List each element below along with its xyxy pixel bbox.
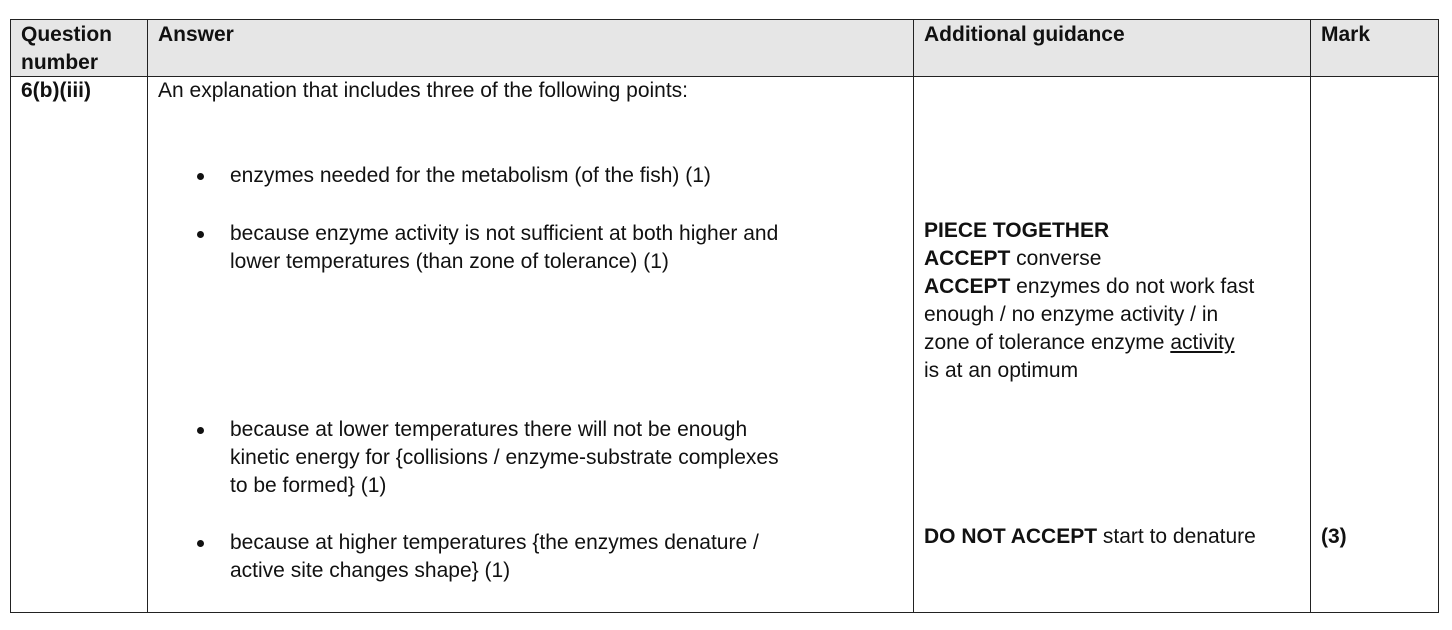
guidance-do-not-accept: DO NOT ACCEPT start to denature bbox=[924, 523, 1256, 551]
border bbox=[1438, 19, 1439, 613]
accept-label: ACCEPT bbox=[924, 275, 1011, 298]
border bbox=[10, 19, 11, 613]
answer-point: because at higher temperatures {the enzy… bbox=[230, 531, 759, 554]
header-answer: Answer bbox=[158, 23, 234, 46]
guidance-accept: ACCEPT enzymes do not work fast bbox=[924, 273, 1254, 301]
guidance-accept-converse: ACCEPT converse bbox=[924, 245, 1101, 273]
answer-point: active site changes shape} (1) bbox=[230, 559, 511, 582]
guidance-accept: is at an optimum bbox=[924, 359, 1079, 382]
guidance-piece-together: PIECE TOGETHER bbox=[924, 219, 1110, 242]
border bbox=[10, 76, 1439, 77]
answer-point: lower temperatures (than zone of toleran… bbox=[230, 250, 669, 273]
border bbox=[10, 19, 1439, 20]
border bbox=[147, 19, 148, 613]
answer-point: kinetic energy for {collisions / enzyme-… bbox=[230, 446, 779, 469]
border bbox=[10, 612, 1439, 613]
header-guidance: Additional guidance bbox=[924, 23, 1125, 46]
bullet-icon bbox=[197, 540, 204, 547]
answer-intro: An explanation that includes three of th… bbox=[158, 79, 689, 102]
accept-text: converse bbox=[1010, 247, 1102, 270]
mark-value: (3) bbox=[1321, 525, 1347, 548]
header-question-number: number bbox=[21, 51, 99, 74]
accept-text: enzymes do not work fast bbox=[1010, 275, 1255, 298]
answer-point: enzymes needed for the metabolism (of th… bbox=[230, 164, 711, 187]
underlined-activity: activity bbox=[1170, 331, 1235, 354]
header-mark: Mark bbox=[1321, 23, 1371, 46]
accept-label: ACCEPT bbox=[924, 247, 1011, 270]
header-row bbox=[10, 19, 1438, 76]
border bbox=[913, 19, 914, 613]
answer-point: because at lower temperatures there will… bbox=[230, 418, 748, 441]
bullet-icon bbox=[197, 231, 204, 238]
answer-point: to be formed} (1) bbox=[230, 474, 387, 497]
answer-point: because enzyme activity is not sufficien… bbox=[230, 222, 779, 245]
bullet-icon bbox=[197, 173, 204, 180]
bullet-icon bbox=[197, 427, 204, 434]
header-question-number: Question bbox=[21, 23, 113, 46]
border bbox=[1310, 19, 1311, 613]
question-number: 6(b)(iii) bbox=[21, 79, 91, 102]
do-not-accept-text: start to denature bbox=[1097, 525, 1256, 548]
accept-text: zone of tolerance enzyme bbox=[924, 331, 1171, 354]
guidance-accept: enough / no enzyme activity / in bbox=[924, 303, 1219, 326]
do-not-accept-label: DO NOT ACCEPT bbox=[924, 525, 1098, 548]
guidance-accept: zone of tolerance enzyme activity bbox=[924, 329, 1235, 357]
